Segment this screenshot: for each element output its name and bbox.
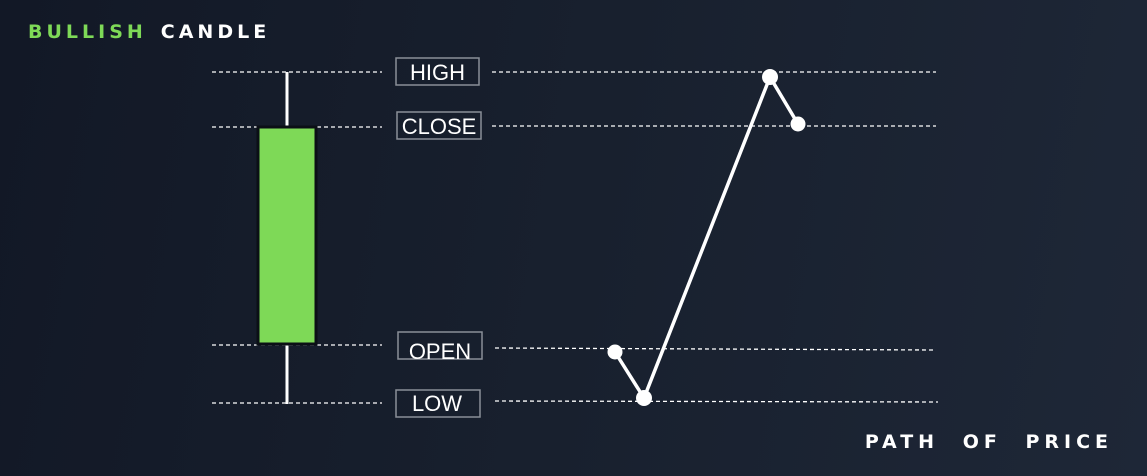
path-of-price-caption: PATH OF PRICE: [864, 431, 1113, 453]
guide-right-low: [494, 400, 939, 403]
path-point-high: [762, 69, 778, 85]
path-point-open: [607, 344, 623, 360]
right-guides: [492, 71, 939, 403]
label-high-box: [395, 57, 480, 86]
label-high-text: HIGH: [410, 60, 465, 85]
path-point-low: [636, 390, 652, 406]
path-point-close: [790, 116, 806, 132]
label-close-text: CLOSE: [402, 114, 477, 139]
title-bullish: BULLISH: [28, 21, 147, 43]
label-high: HIGH: [395, 57, 480, 86]
candle-body: [256, 125, 318, 346]
label-open-box: [397, 331, 483, 360]
diagram-title: BULLISH CANDLE: [28, 21, 270, 43]
label-close-box: [396, 111, 482, 140]
label-open-text: OPEN: [409, 339, 471, 364]
label-low-text: LOW: [412, 391, 462, 416]
label-close: CLOSE: [396, 111, 482, 140]
price-path-line: [613, 75, 800, 400]
title-candle: CANDLE: [160, 21, 271, 43]
label-low-box: [395, 389, 481, 418]
label-low: LOW: [395, 389, 481, 418]
label-open: OPEN: [397, 331, 483, 364]
guide-right-open: [494, 347, 934, 351]
